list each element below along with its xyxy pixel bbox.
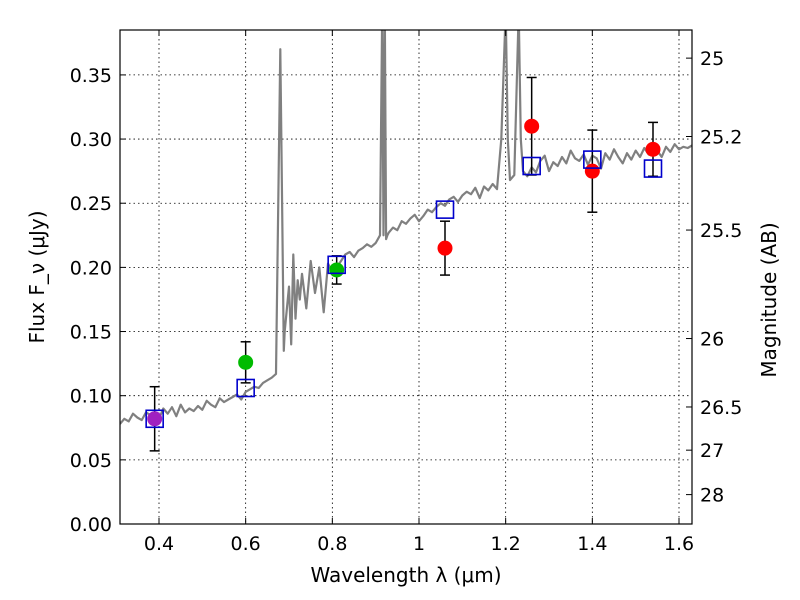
y-axis-label: Flux F_ν (μJy)	[25, 210, 49, 343]
mag-tick-label: 27	[700, 440, 724, 462]
y-tick-label: 0.05	[70, 450, 112, 472]
plot-area	[120, 30, 692, 452]
mag-tick-label: 26	[700, 329, 724, 351]
model-photometry-square	[145, 409, 164, 429]
model-sed-line	[120, 30, 692, 425]
model-photometry-square	[583, 150, 602, 169]
model-photometry-square	[435, 200, 455, 219]
mag-tick-label: 25.5	[700, 220, 742, 242]
y-tick-label: 0.35	[70, 65, 112, 87]
x-tick-label: 0.4	[144, 533, 174, 555]
mag-tick-label: 25.2	[700, 127, 742, 149]
x-tick-label: 1.2	[491, 533, 521, 555]
observed-point	[524, 118, 540, 134]
x-tick-label: 0.6	[231, 533, 261, 555]
model-photometry-square	[522, 156, 541, 176]
observed-point	[584, 163, 600, 179]
mag-tick-label: 25	[700, 48, 724, 70]
y-tick-label: 0.25	[70, 193, 112, 215]
model-photometry-square	[327, 255, 346, 275]
y-tick-label: 0.30	[70, 129, 112, 151]
y-tick-label: 0.00	[70, 514, 112, 536]
x-tick-label: 1.6	[664, 533, 694, 555]
observed-point	[645, 141, 661, 157]
observed-point	[437, 240, 453, 256]
plot-frame	[119, 29, 693, 525]
mag-tick-label: 28	[700, 485, 724, 507]
observed-point	[147, 411, 163, 427]
x-tick-label: 1.4	[577, 533, 607, 555]
model-photometry-square	[643, 159, 663, 178]
observed-point	[329, 262, 345, 278]
x-axis-label: Wavelength λ (μm)	[310, 563, 501, 587]
model-photometry-square	[236, 378, 255, 398]
ticks: 0.4 0.6 0.8 1 1.2 1.4 1.6 0.00 0.05 0.10 0.15 0.20 0…	[70, 30, 742, 555]
y-tick-label: 0.10	[70, 386, 112, 408]
mag-tick-label: 26.5	[700, 397, 742, 419]
y-tick-label: 0.15	[70, 322, 112, 344]
y-tick-label: 0.20	[70, 257, 112, 279]
observed-point	[238, 354, 254, 370]
x-tick-label: 1	[413, 533, 425, 555]
y2-axis-label: Magnitude (AB)	[757, 222, 781, 377]
x-tick-label: 0.8	[317, 533, 347, 555]
